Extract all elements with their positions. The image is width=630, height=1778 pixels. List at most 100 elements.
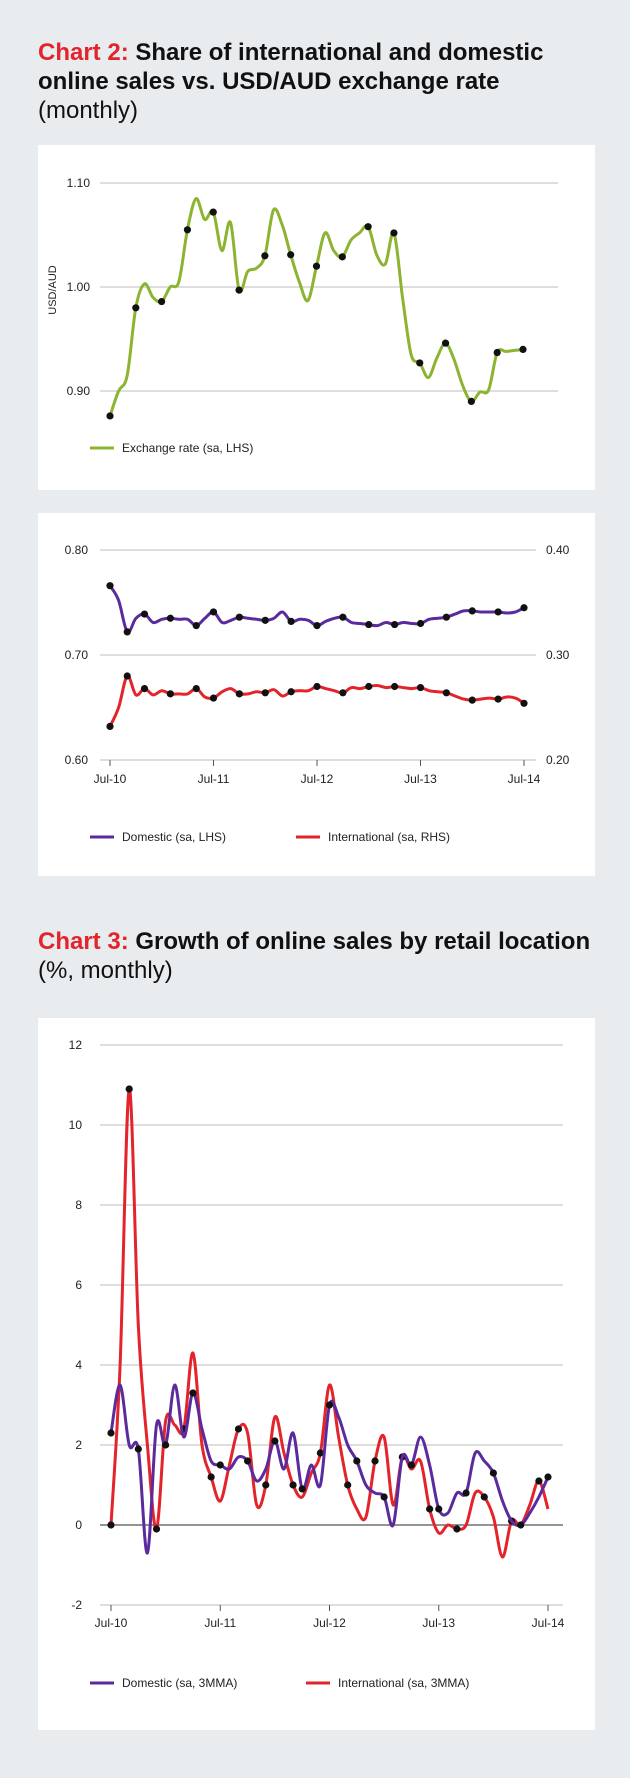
y-tick-label: 6 bbox=[75, 1278, 82, 1292]
y-tick-label: 2 bbox=[75, 1438, 82, 1452]
data-point bbox=[216, 1461, 224, 1469]
data-point bbox=[426, 1505, 434, 1513]
data-point bbox=[209, 694, 218, 702]
data-point bbox=[152, 1525, 161, 1533]
data-point bbox=[235, 613, 243, 621]
data-point bbox=[313, 622, 321, 630]
data-point bbox=[162, 1441, 170, 1449]
data-point bbox=[339, 689, 347, 697]
data-point bbox=[416, 683, 425, 692]
data-point bbox=[287, 251, 295, 259]
data-point bbox=[442, 689, 450, 697]
data-point bbox=[442, 613, 450, 621]
x-tick-label: Jul-12 bbox=[301, 772, 334, 786]
data-point bbox=[287, 688, 295, 696]
chart3-title-number: Chart 3: bbox=[38, 928, 129, 955]
y-axis-label: USD/AUD bbox=[47, 265, 59, 315]
data-point bbox=[189, 1389, 197, 1397]
y-tick-label: 1.10 bbox=[67, 176, 91, 190]
chart3-title: Chart 3: Growth of online sales by retai… bbox=[38, 927, 598, 985]
data-point bbox=[339, 613, 347, 621]
data-point bbox=[107, 1521, 115, 1529]
data-point bbox=[123, 628, 131, 636]
data-point bbox=[140, 685, 149, 693]
data-point bbox=[468, 696, 476, 704]
data-point bbox=[519, 345, 527, 353]
chart2-title-number: Chart 2: bbox=[38, 39, 129, 66]
legend-label-international: International (sa, 3MMA) bbox=[338, 1676, 469, 1690]
data-point bbox=[125, 1085, 133, 1093]
data-point bbox=[243, 1457, 252, 1465]
data-point bbox=[468, 607, 476, 615]
data-point bbox=[353, 1457, 361, 1465]
data-point bbox=[380, 1493, 388, 1501]
data-point bbox=[107, 1429, 115, 1437]
data-point bbox=[364, 223, 372, 231]
exchange-rate-panel: 0.90 1.00 1.10 USD/AUD Exchange rate (sa, LH… bbox=[38, 145, 595, 490]
data-point bbox=[287, 617, 295, 625]
international-sa-3mma-line bbox=[109, 1087, 550, 1559]
data-point bbox=[158, 297, 166, 306]
y-tick-label: 8 bbox=[75, 1198, 82, 1212]
data-point bbox=[271, 1437, 279, 1445]
data-point bbox=[235, 690, 243, 698]
data-point bbox=[261, 689, 269, 697]
data-point bbox=[313, 682, 321, 691]
data-point bbox=[535, 1477, 543, 1485]
domestic-sa-3mma-line bbox=[109, 1383, 550, 1555]
data-point bbox=[391, 682, 399, 691]
data-point bbox=[316, 1449, 324, 1457]
data-point bbox=[261, 252, 269, 260]
sales-share-panel: 0.60 0.20 0.70 0.30 0.80 0.40 Jul-10 Jul-11 Jul-… bbox=[38, 513, 595, 876]
data-point bbox=[209, 208, 217, 216]
y-left-tick-label: 0.70 bbox=[65, 648, 89, 662]
x-tick-label: Jul-13 bbox=[422, 1616, 455, 1630]
data-point bbox=[441, 339, 450, 347]
chart2-title-main: Share of international and domestic onli… bbox=[38, 39, 544, 95]
y-tick-label: 12 bbox=[69, 1038, 83, 1052]
data-point bbox=[462, 1489, 470, 1497]
y-tick-label: -2 bbox=[71, 1598, 82, 1612]
data-point bbox=[192, 622, 200, 630]
data-point bbox=[235, 286, 243, 294]
x-tick-label: Jul-11 bbox=[204, 1616, 236, 1630]
data-point bbox=[467, 397, 475, 405]
legend-label-international: International (sa, RHS) bbox=[328, 830, 450, 844]
data-point bbox=[234, 1425, 243, 1433]
x-tick-label: Jul-13 bbox=[404, 772, 437, 786]
y-tick-label: 10 bbox=[69, 1118, 83, 1132]
chart3-title-main: Growth of online sales by retail locatio… bbox=[135, 928, 591, 955]
exchange-rate-line bbox=[108, 197, 524, 417]
data-point bbox=[325, 1401, 334, 1409]
data-point bbox=[209, 608, 218, 616]
data-point bbox=[134, 1445, 142, 1453]
data-point bbox=[132, 304, 140, 312]
data-point bbox=[520, 604, 528, 612]
data-point bbox=[435, 1505, 443, 1513]
sales-share-chart: 0.60 0.20 0.70 0.30 0.80 0.40 Jul-10 Jul-11 Jul-… bbox=[65, 543, 570, 844]
chart2-title-sub: (monthly) bbox=[38, 97, 139, 124]
x-tick-label: Jul-14 bbox=[532, 1616, 565, 1630]
data-point bbox=[407, 1461, 416, 1469]
data-point bbox=[416, 359, 424, 367]
data-point bbox=[207, 1473, 215, 1481]
data-point bbox=[106, 582, 114, 590]
y-right-tick-label: 0.40 bbox=[546, 543, 570, 557]
data-point bbox=[123, 672, 131, 680]
y-right-tick-label: 0.20 bbox=[546, 753, 570, 767]
data-point bbox=[338, 253, 346, 261]
chart3-title-sub: (%, monthly) bbox=[38, 957, 173, 984]
y-tick-label: 4 bbox=[75, 1358, 82, 1372]
data-point bbox=[391, 620, 399, 629]
data-point bbox=[416, 619, 425, 628]
data-point bbox=[390, 229, 398, 237]
data-point bbox=[494, 608, 502, 616]
data-point bbox=[453, 1525, 461, 1533]
legend-label-domestic: Domestic (sa, 3MMA) bbox=[122, 1676, 237, 1690]
growth-panel: -2 0 2 4 6 8 10 12 Jul-10 Jul-11 Jul-12 Jul-13 Jul-1… bbox=[38, 1018, 595, 1730]
data-point bbox=[544, 1473, 552, 1481]
data-point bbox=[517, 1521, 525, 1529]
data-point bbox=[493, 348, 501, 357]
data-point bbox=[106, 412, 114, 420]
y-left-tick-label: 0.60 bbox=[65, 753, 89, 767]
